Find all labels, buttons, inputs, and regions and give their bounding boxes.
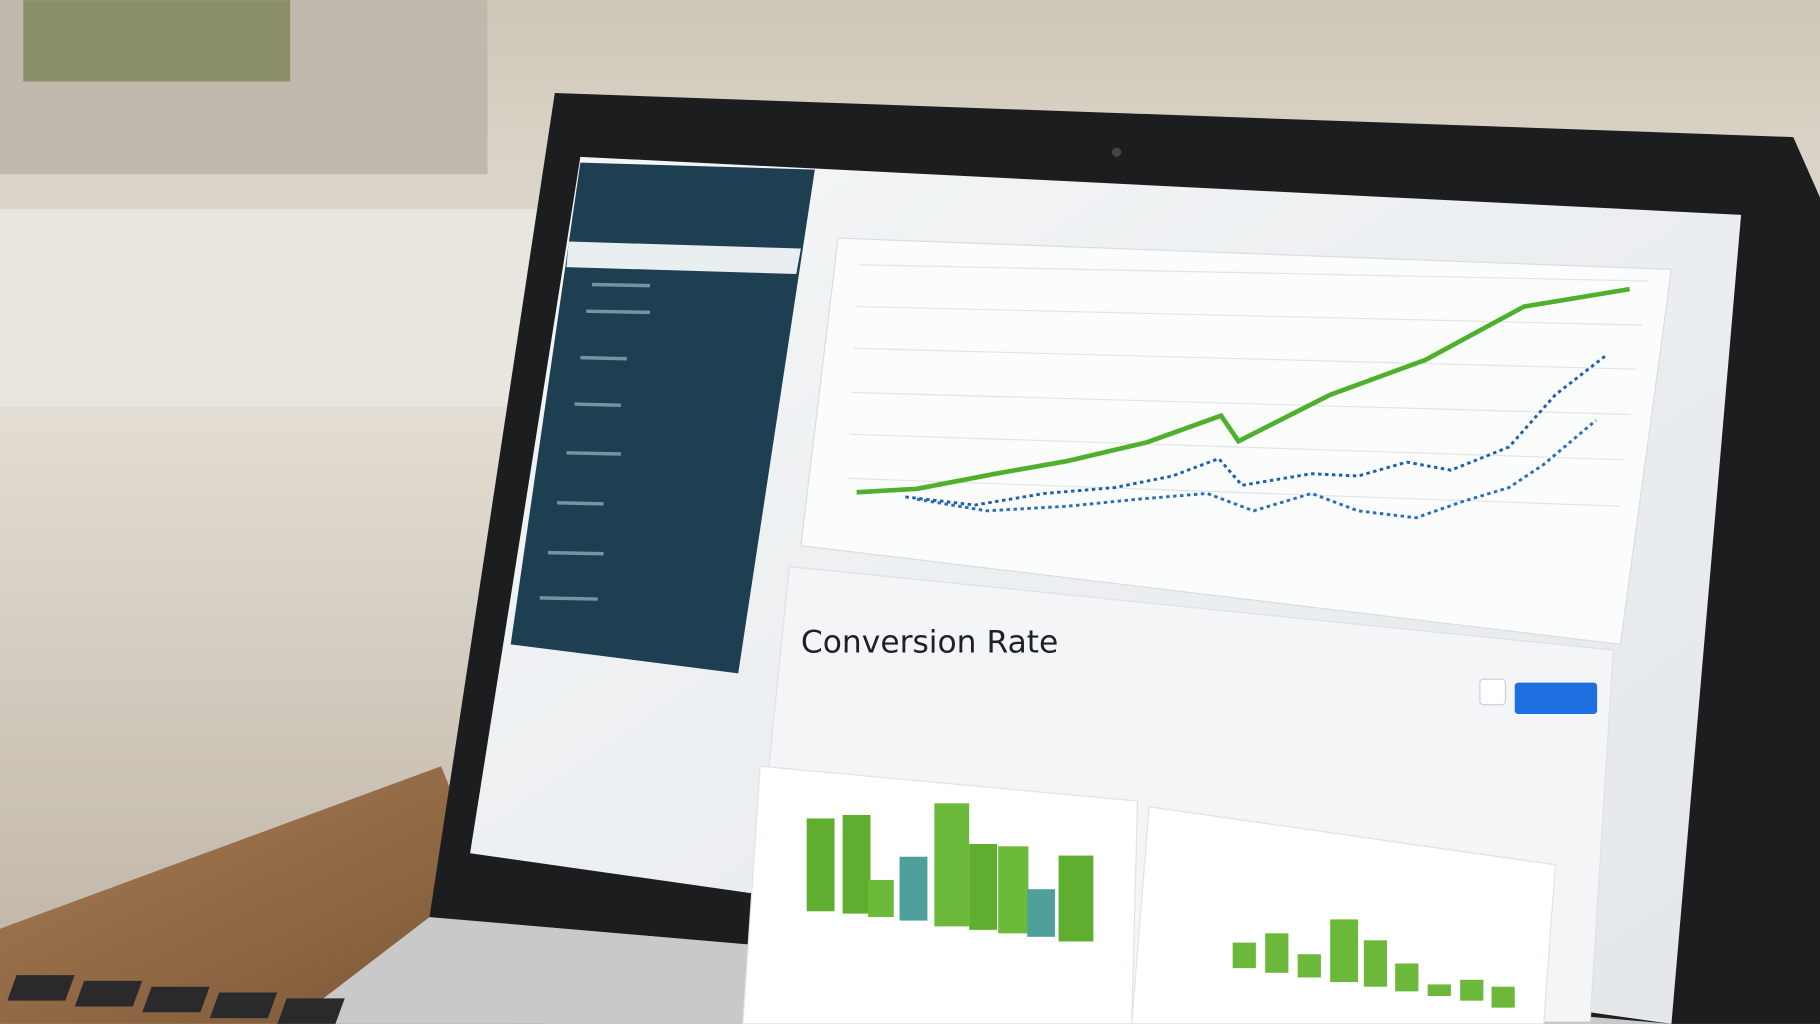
grid-line bbox=[851, 391, 1631, 416]
menu-item bbox=[557, 500, 604, 506]
grid-line bbox=[854, 347, 1637, 370]
menu-item bbox=[547, 550, 604, 556]
bar bbox=[868, 879, 894, 918]
bar bbox=[1427, 984, 1451, 997]
bar bbox=[1058, 855, 1094, 942]
icon-button[interactable] bbox=[1479, 678, 1507, 706]
sidebar-active bbox=[566, 241, 801, 275]
grid-line bbox=[856, 305, 1643, 326]
bar bbox=[934, 803, 970, 927]
bar bbox=[998, 846, 1029, 934]
bar bbox=[1491, 986, 1515, 1008]
sidebar bbox=[510, 162, 815, 674]
bars-right bbox=[1232, 919, 1515, 1008]
bar bbox=[1363, 940, 1388, 987]
trend-line bbox=[856, 286, 1631, 495]
bar bbox=[806, 818, 835, 912]
action-button[interactable] bbox=[1514, 682, 1598, 714]
key bbox=[209, 992, 278, 1019]
menu-item bbox=[591, 282, 651, 288]
bar bbox=[842, 814, 871, 914]
grid-line bbox=[847, 477, 1620, 507]
bar bbox=[1297, 954, 1321, 978]
key bbox=[277, 998, 345, 1024]
key bbox=[7, 975, 75, 1001]
window-view bbox=[23, 0, 291, 82]
series-line bbox=[905, 352, 1609, 507]
menu-item bbox=[566, 451, 622, 456]
keyboard bbox=[7, 975, 345, 1024]
sill bbox=[0, 209, 546, 407]
menu-item bbox=[574, 402, 622, 407]
panel-title: Conversion Rate bbox=[801, 624, 1058, 660]
key bbox=[74, 980, 143, 1007]
bar bbox=[969, 843, 998, 930]
menu-item bbox=[580, 355, 627, 361]
bar bbox=[1460, 979, 1484, 1001]
grid bbox=[847, 264, 1649, 507]
bar bbox=[1330, 919, 1359, 983]
bar bbox=[1395, 963, 1419, 992]
bar bbox=[1232, 942, 1256, 969]
bar bbox=[1265, 933, 1289, 973]
sidebar-items bbox=[539, 282, 651, 601]
menu-item bbox=[586, 309, 651, 315]
grid-line bbox=[849, 433, 1626, 461]
bars-left bbox=[806, 803, 1094, 942]
menu-item bbox=[539, 596, 598, 601]
bar bbox=[899, 856, 928, 921]
grid-line bbox=[858, 264, 1649, 282]
series-line bbox=[916, 419, 1597, 520]
key bbox=[142, 986, 210, 1013]
camera bbox=[1111, 147, 1122, 157]
bar bbox=[1027, 889, 1056, 937]
